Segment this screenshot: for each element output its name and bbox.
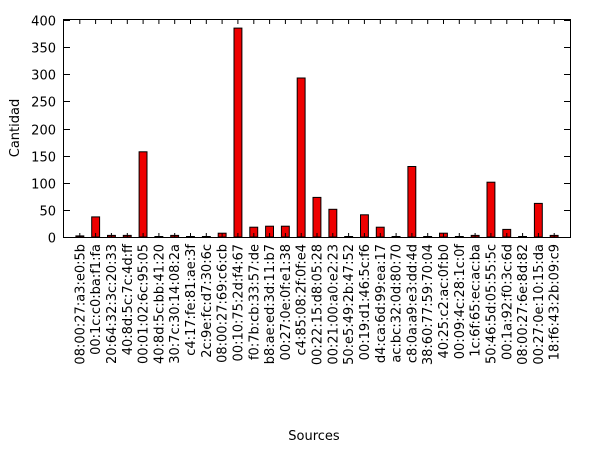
y-tick-label: 400 <box>31 15 56 30</box>
x-tick-label: 40:8d:5c:7c:4d:ff <box>121 243 136 355</box>
x-tick-label: 50:e5:49:2b:47:52 <box>342 244 357 365</box>
bar <box>328 208 338 238</box>
x-tick-label: 30:7c:30:14:08:2a <box>168 244 183 364</box>
y-tick-label: 300 <box>31 69 56 84</box>
plot-frame <box>63 19 571 238</box>
x-tick-label: 00:1c:c0:ba:f1:fa <box>89 244 104 355</box>
x-tick-label: 40:8d:5c:bb:41:20 <box>152 244 167 364</box>
bar <box>233 27 243 238</box>
x-tick-label: 00:09:4c:28:1c:0f <box>453 244 468 360</box>
x-tick-label: c4:17:fe:81:ae:3f <box>184 244 199 356</box>
x-tick-label: b8:ae:ed:3d:11:b7 <box>263 244 278 364</box>
x-tick-label: 00:01:02:6c:95:05 <box>137 244 152 364</box>
x-tick-label: 00:27:0e:0f:e1:38 <box>279 244 294 360</box>
bar <box>486 181 496 238</box>
y-tick-label: 100 <box>31 178 56 193</box>
bar <box>407 166 417 238</box>
bars-layer <box>75 27 559 238</box>
x-tick-label: f0:7b:cb:33:57:de <box>247 244 262 360</box>
y-tick-label: 0 <box>48 232 56 247</box>
x-tick-label: 20:64:32:3c:20:33 <box>105 244 120 364</box>
x-tick-label: 00:21:00:a0:e2:23 <box>326 244 341 365</box>
x-tick-label: 1c:6f:65:ec:ac:ba <box>469 244 484 357</box>
x-tick-label: ac:bc:32:0d:80:70 <box>390 244 405 363</box>
x-tick-label: 08:00:27:69:c6:cb <box>216 244 231 363</box>
x-tick-label: 40:25:c2:ac:0f:b0 <box>437 244 452 358</box>
bar <box>533 202 543 238</box>
x-tick-label: 50:46:5d:05:55:5c <box>484 244 499 364</box>
x-tick-label: 18:f6:43:2b:09:c9 <box>548 244 563 360</box>
bar <box>138 151 148 238</box>
y-axis-label: Cantidad <box>8 99 23 157</box>
x-tick-label: 00:22:15:d8:05:28 <box>311 244 326 365</box>
x-tick-label: 00:1a:92:f0:3c:6d <box>500 244 515 360</box>
bar <box>312 196 322 238</box>
x-tick-label: 00:27:0e:10:15:da <box>532 244 547 365</box>
x-axis: 08:00:27:a3:e0:5b 00:1c:c0:ba:f1:fa 20:64:… <box>73 20 563 365</box>
y-tick-label: 50 <box>39 205 56 220</box>
y-tick-label: 150 <box>31 151 56 166</box>
y-tick-label: 200 <box>31 124 56 139</box>
x-tick-label: d4:ca:6d:99:ea:17 <box>374 244 389 363</box>
x-tick-label: 38:60:77:59:70:04 <box>421 244 436 365</box>
y-tick-label: 250 <box>31 96 56 111</box>
x-tick-label: 2c:9e:fc:d7:30:6c <box>200 244 215 358</box>
x-tick-label: 00:19:d1:46:5c:f6 <box>358 244 373 360</box>
x-axis-label: Sources <box>288 429 340 444</box>
y-tick-label: 350 <box>31 42 56 57</box>
x-tick-label: 08:00:27:6e:8d:82 <box>516 244 531 365</box>
x-tick-label: c4:85:08:2f:0f:e4 <box>295 244 310 355</box>
bar <box>296 77 306 238</box>
x-tick-label: 00:10:75:2d:f4:67 <box>231 244 246 361</box>
x-tick-label: 08:00:27:a3:e0:5b <box>73 244 88 365</box>
x-tick-label: c8:0a:a9:e3:dd:4d <box>405 244 420 363</box>
y-axis: 0 50 100 150 200 250 300 350 400 <box>31 15 570 247</box>
